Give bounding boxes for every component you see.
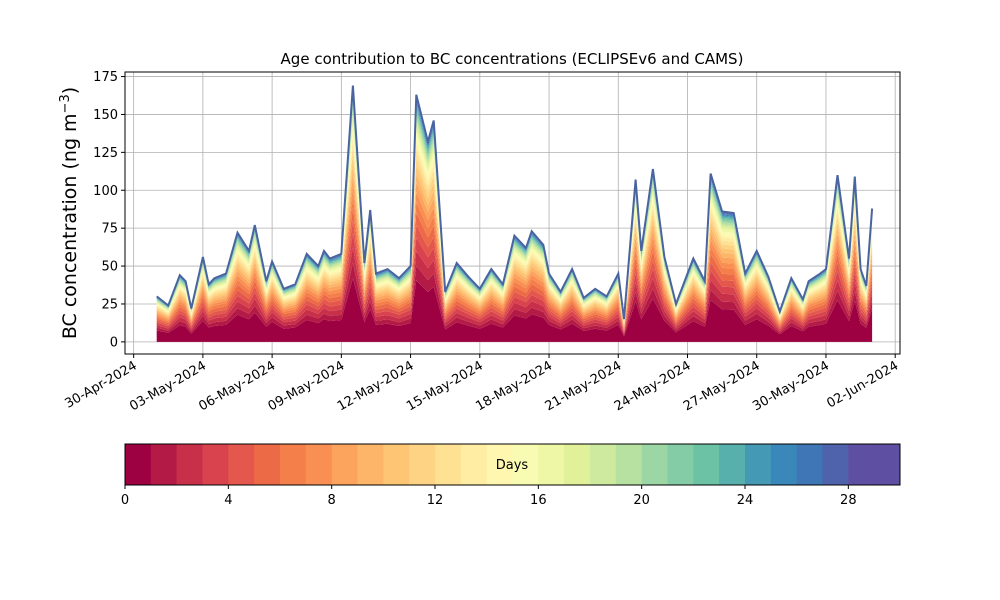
colorbar-ticks: 0 4 8 12 16 20 24 28	[121, 485, 857, 508]
colorbar-tick-label: 24	[737, 493, 754, 508]
colorbar-cell	[150, 444, 178, 485]
colorbar-cell	[770, 444, 798, 485]
x-tick-label: 30-May-2024	[750, 358, 832, 414]
total-concentration-line	[156, 85, 874, 320]
colorbar-cell	[796, 444, 823, 485]
y-axis-label-exponent: −3	[58, 94, 73, 113]
x-tick-label: 03-May-2024	[127, 358, 209, 414]
colorbar-cell	[254, 444, 281, 485]
colorbar-frame	[124, 443, 901, 486]
age-layer-day-11	[156, 150, 873, 326]
colorbar-cell	[719, 444, 746, 485]
colorbar-cell	[693, 444, 720, 485]
colorbar-tick-label: 0	[121, 493, 129, 508]
x-tick-label: 18-May-2024	[473, 358, 555, 414]
y-tick-label: 125	[93, 146, 118, 161]
x-tick-label: 21-May-2024	[543, 358, 625, 414]
colorbar-cell	[280, 444, 307, 485]
colorbar-cell	[409, 444, 436, 485]
colorbar-cell	[564, 444, 591, 485]
age-layer-day-1	[156, 262, 873, 337]
colorbar-cell	[745, 444, 772, 485]
y-tick-label: 150	[93, 108, 118, 123]
colorbar-label: Days	[496, 458, 529, 473]
age-layer-day-0	[156, 278, 873, 342]
colorbar-cell	[228, 444, 255, 485]
colorbar-cell	[615, 444, 643, 485]
x-tick-label: 24-May-2024	[612, 358, 694, 414]
colorbar-cell	[874, 444, 901, 485]
colorbar: Days 0 4 8 12 16 20 24 28	[121, 443, 901, 508]
colorbar-cell	[331, 444, 358, 485]
x-axis: 30-Apr-202403-May-202406-May-202409-May-…	[63, 354, 901, 414]
y-tick-label: 75	[101, 222, 118, 237]
age-layer-day-4	[156, 220, 873, 333]
colorbar-cell	[435, 444, 462, 485]
x-tick-label: 06-May-2024	[196, 358, 278, 414]
chart-title: Age contribution to BC concentrations (E…	[281, 50, 744, 68]
plot-area	[124, 71, 901, 355]
age-layer-day-13	[156, 136, 873, 325]
colorbar-cell	[460, 444, 488, 485]
y-axis-label-close: )	[59, 87, 81, 94]
age-layer-day-3	[156, 233, 873, 334]
colorbar-tick-label: 16	[530, 493, 547, 508]
colorbar-tick-label: 12	[427, 493, 444, 508]
colorbar-tick-label: 20	[633, 493, 650, 508]
colorbar-cell	[176, 444, 203, 485]
colorbar-cell	[848, 444, 875, 485]
colorbar-cell	[486, 444, 513, 485]
y-tick-label: 175	[93, 70, 118, 85]
colorbar-cell	[667, 444, 694, 485]
age-layer-day-5	[156, 207, 873, 332]
y-tick-label: 50	[101, 260, 118, 275]
colorbar-cells	[125, 444, 901, 485]
colorbar-tick-label: 8	[328, 493, 336, 508]
plot-frame	[124, 71, 901, 355]
age-layer-day-10	[156, 158, 873, 327]
colorbar-cell	[202, 444, 229, 485]
x-tick-label: 27-May-2024	[681, 358, 763, 414]
colorbar-tick-label: 28	[840, 493, 857, 508]
age-layers	[156, 85, 873, 342]
y-axis-label: BC concentration (ng m−3)	[58, 87, 82, 339]
age-layer-day-8	[156, 176, 873, 329]
x-tick-label: 02-Jun-2024	[824, 358, 901, 411]
colorbar-cell	[590, 444, 617, 485]
x-tick-label: 12-May-2024	[335, 358, 417, 414]
colorbar-cell	[822, 444, 849, 485]
colorbar-tick-label: 4	[224, 493, 232, 508]
colorbar-cell	[357, 444, 384, 485]
age-layer-day-2	[156, 247, 873, 335]
age-layer-day-14	[156, 130, 873, 324]
y-axis-label-text: BC concentration (ng m	[59, 113, 81, 339]
colorbar-cell	[383, 444, 410, 485]
x-tick-label: 09-May-2024	[266, 358, 348, 414]
y-axis: 0 25 50 75 100 125 150 175	[93, 70, 125, 350]
age-layer-day-7	[156, 186, 873, 329]
age-layer-day-9	[156, 167, 873, 328]
colorbar-cell	[305, 444, 333, 485]
age-layer-day-6	[156, 196, 873, 330]
colorbar-cell	[641, 444, 668, 485]
colorbar-cell	[538, 444, 565, 485]
colorbar-cell	[125, 444, 152, 485]
age-layer-day-12	[156, 142, 873, 325]
y-tick-label: 25	[101, 297, 118, 312]
y-tick-label: 0	[110, 335, 118, 350]
colorbar-cell	[512, 444, 539, 485]
y-tick-label: 100	[93, 184, 118, 199]
x-tick-label: 15-May-2024	[404, 358, 486, 414]
